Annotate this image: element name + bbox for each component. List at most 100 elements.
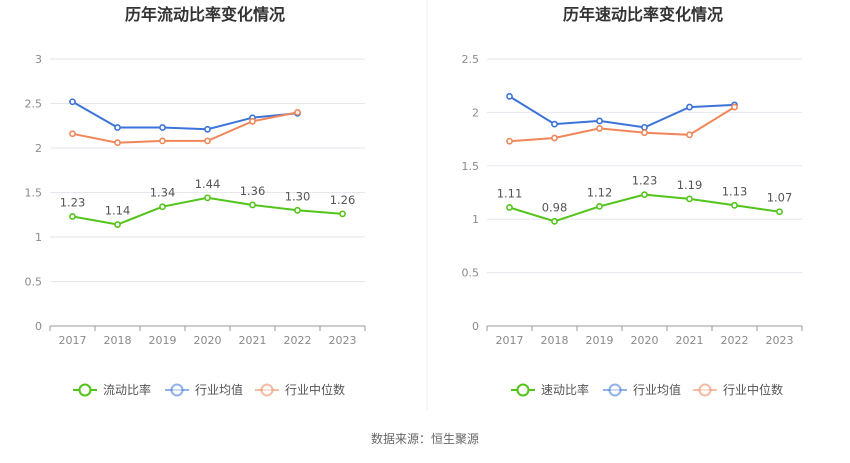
- data-point: [506, 92, 513, 100]
- y-tick-label: 0.5: [462, 267, 480, 280]
- chart-title: 历年流动比率变化情况: [125, 5, 285, 24]
- legend-item: 速动比率: [511, 382, 589, 397]
- data-label: 1.13: [722, 184, 748, 198]
- y-tick-label: 2.5: [462, 53, 480, 66]
- legend-item: 流动比率: [73, 382, 151, 397]
- x-tick-label: 2021: [239, 334, 267, 347]
- legend-swatch-marker: [608, 383, 622, 397]
- series-line: [508, 95, 735, 129]
- data-point: [596, 117, 603, 125]
- data-point: [69, 98, 76, 106]
- data-point: [204, 194, 211, 202]
- series-line: [509, 106, 736, 143]
- data-label: 1.11: [497, 186, 523, 200]
- x-tick-label: 2018: [104, 334, 132, 347]
- y-tick-label: 1: [472, 213, 479, 226]
- x-tick-label: 2021: [676, 334, 704, 347]
- data-label: 0.98: [542, 200, 568, 214]
- data-point: [339, 210, 346, 218]
- data-point: [294, 206, 301, 214]
- legend-item: 行业中位数: [693, 382, 783, 397]
- x-tick-label: 2018: [541, 334, 569, 347]
- y-tick-label: 0: [472, 320, 479, 333]
- data-point: [294, 109, 301, 116]
- data-point: [204, 137, 211, 145]
- data-point: [731, 103, 738, 111]
- data-point: [249, 117, 256, 125]
- data-label: 1.44: [195, 177, 221, 191]
- y-tick-label: 0: [35, 320, 42, 333]
- data-point: [731, 201, 738, 209]
- y-tick-label: 1.5: [25, 187, 43, 200]
- y-tick-label: 2: [472, 106, 479, 119]
- legend-label: 行业均值: [633, 382, 681, 397]
- legend-label: 速动比率: [541, 382, 589, 397]
- x-tick-label: 2017: [496, 334, 524, 347]
- data-point: [686, 131, 693, 139]
- data-point: [551, 217, 558, 225]
- data-point: [641, 129, 648, 137]
- data-point: [69, 130, 76, 138]
- data-label: 1.19: [677, 178, 703, 192]
- data-point: [159, 137, 166, 145]
- source-label: 数据来源：恒生聚源: [371, 431, 479, 446]
- legend-swatch-marker: [516, 383, 530, 397]
- data-point: [776, 208, 783, 216]
- legend-label: 行业中位数: [723, 382, 783, 397]
- legend-label: 行业均值: [195, 382, 243, 397]
- series-line: [72, 100, 298, 131]
- y-tick-label: 1: [35, 231, 42, 244]
- x-tick-label: 2017: [59, 334, 87, 347]
- x-tick-label: 2023: [329, 334, 357, 347]
- data-label: 1.23: [632, 174, 658, 188]
- data-label: 1.07: [767, 191, 793, 205]
- data-label: 1.34: [150, 186, 176, 200]
- chart-panel-2: 历年速动比率变化情况 0 0.5 1 1.5 2 2.5 2017 2018 2019 2020 20…: [462, 5, 803, 397]
- legend-item: 行业均值: [165, 382, 243, 397]
- x-tick-label: 2020: [194, 334, 222, 347]
- data-point: [159, 124, 166, 131]
- y-tick-label: 2: [35, 142, 42, 155]
- data-point: [551, 134, 558, 142]
- data-point: [596, 125, 603, 132]
- data-point: [204, 125, 211, 133]
- data-label: 1.12: [587, 185, 613, 199]
- data-point: [641, 123, 648, 131]
- data-point: [596, 202, 603, 210]
- data-point: [114, 124, 121, 131]
- legend-swatch-marker: [260, 383, 274, 397]
- x-tick-label: 2019: [586, 334, 614, 347]
- data-point: [686, 195, 693, 203]
- data-point: [114, 221, 121, 228]
- x-tick-label: 2019: [149, 334, 177, 347]
- data-label: 1.14: [105, 204, 131, 218]
- legend-label: 流动比率: [103, 382, 151, 397]
- data-point: [69, 213, 76, 220]
- legend-item: 行业中位数: [255, 382, 345, 397]
- data-label: 1.26: [330, 193, 356, 207]
- chart-title: 历年速动比率变化情况: [563, 5, 723, 24]
- x-tick-label: 2022: [721, 334, 749, 347]
- legend-swatch-marker: [170, 383, 184, 397]
- data-point: [506, 204, 513, 211]
- data-point: [551, 120, 558, 128]
- data-point: [159, 203, 166, 211]
- data-label: 1.36: [240, 184, 266, 198]
- data-point: [686, 103, 693, 111]
- x-tick-label: 2023: [766, 334, 794, 347]
- legend-swatch-marker: [698, 383, 712, 397]
- y-tick-label: 1.5: [462, 160, 480, 173]
- legend-label: 行业中位数: [285, 382, 345, 397]
- data-label: 1.23: [60, 196, 86, 210]
- x-tick-label: 2020: [631, 334, 659, 347]
- legend-item: 行业均值: [603, 382, 681, 397]
- data-point: [641, 191, 648, 199]
- legend-swatch-marker: [78, 383, 92, 397]
- y-tick-label: 3: [35, 53, 42, 66]
- x-tick-label: 2022: [284, 334, 312, 347]
- data-point: [506, 137, 513, 145]
- data-point: [114, 139, 121, 147]
- series-line: [72, 111, 298, 144]
